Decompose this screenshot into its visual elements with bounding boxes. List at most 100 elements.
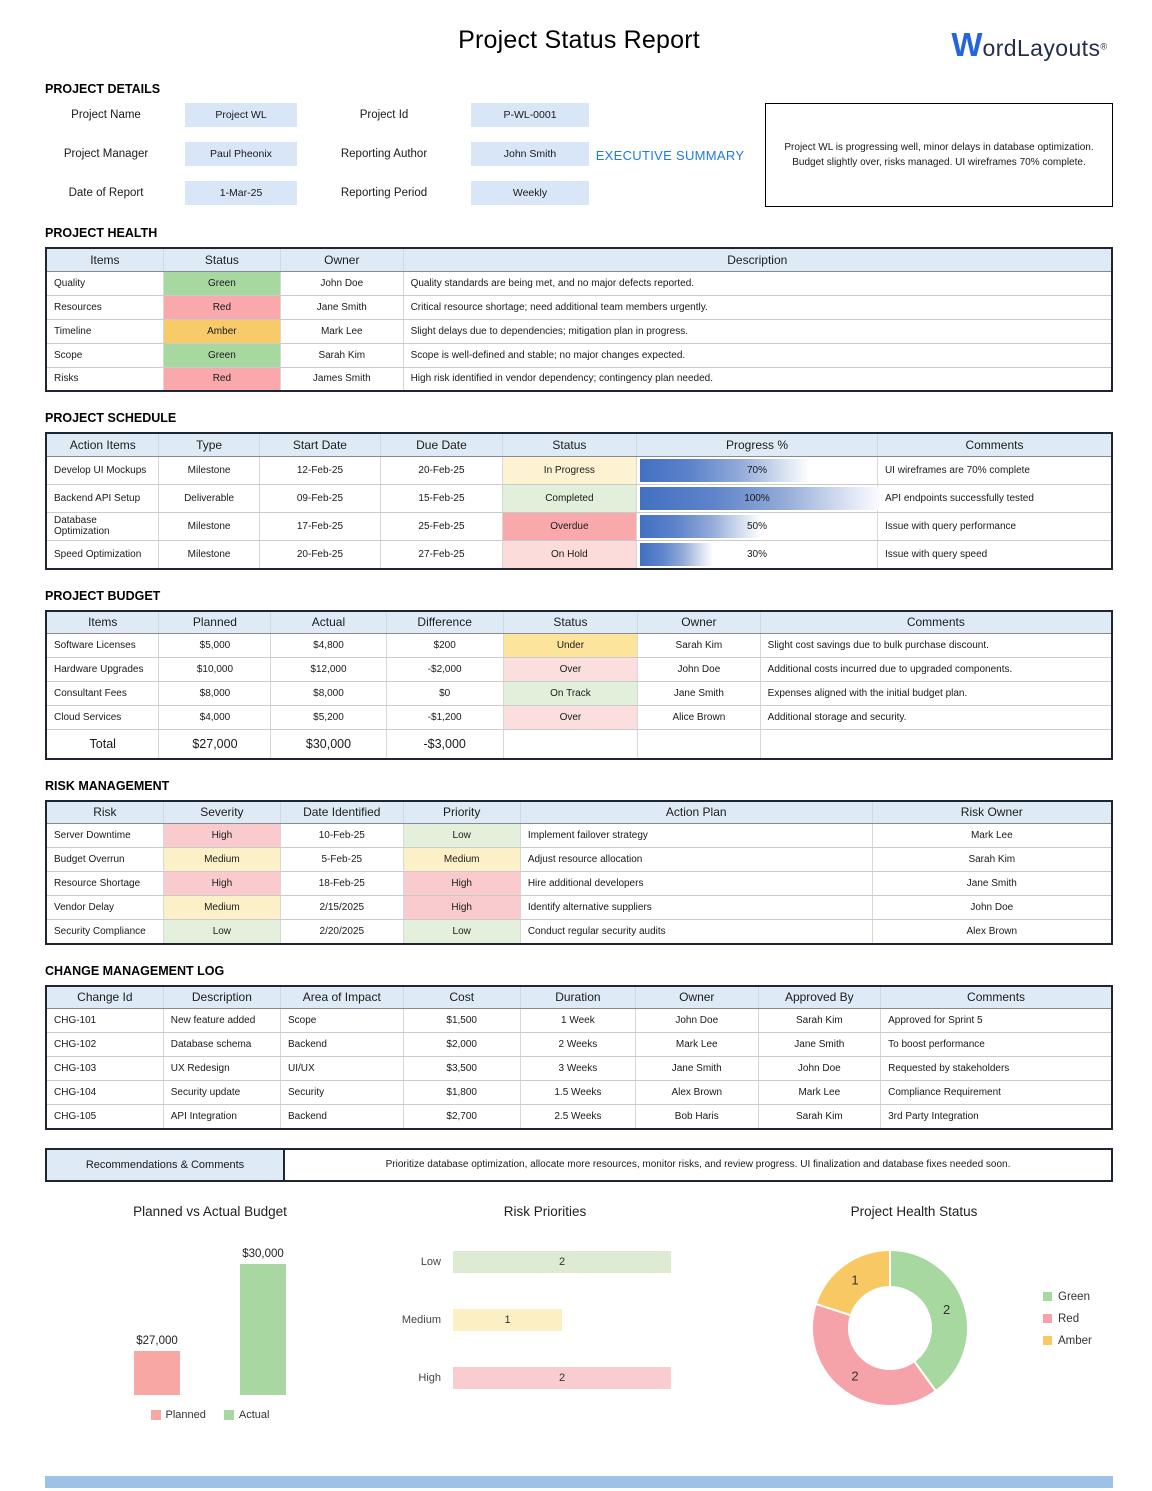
budget-total-cell: Total — [46, 729, 160, 759]
bar-value-label: $27,000 — [136, 1334, 178, 1347]
legend-swatch — [223, 1409, 234, 1420]
risk-date-cell: 5-Feb-25 — [280, 847, 404, 872]
schedule-start-cell: 12-Feb-25 — [259, 456, 382, 485]
risk-date-cell: 10-Feb-25 — [280, 823, 404, 848]
health-description-cell: High risk identified in vendor dependenc… — [410, 373, 714, 385]
bar-value-label: $30,000 — [242, 1247, 284, 1260]
donut-slice-label: 1 — [851, 1272, 858, 1287]
column-header: Comments — [880, 985, 1112, 1009]
header-row: Risk Severity Date Identified Priority A… — [46, 800, 1112, 824]
change-cost-cell: $1,500 — [403, 1008, 521, 1033]
health-status-cell: Red — [163, 367, 282, 391]
legend-swatch — [1043, 1336, 1052, 1345]
legend-item: Actual — [223, 1409, 269, 1421]
risk-chart-plot: Low 2 Medium 1 High 2 — [375, 1225, 715, 1389]
change-approved_by-cell: John Doe — [758, 1056, 882, 1081]
health-item-cell: Resources — [46, 295, 164, 320]
legend-item: Planned — [150, 1409, 206, 1421]
budget-comments-cell: Additional storage and security. — [760, 705, 1112, 730]
legend-swatch — [150, 1409, 161, 1420]
column-header: Items — [46, 610, 160, 634]
column-header: Risk Owner — [872, 800, 1112, 824]
schedule-type-cell: Milestone — [158, 456, 260, 485]
budget-chart-legend: Planned Actual — [45, 1409, 375, 1421]
change-id-cell: CHG-104 — [46, 1080, 164, 1105]
progress-bar — [640, 514, 760, 538]
project-budget-table: Items Planned Actual Difference Status O… — [45, 609, 1113, 760]
schedule-progress-cell: 50% — [636, 512, 878, 541]
health-owner-cell: Jane Smith — [280, 295, 404, 320]
field-value: Weekly — [471, 181, 589, 205]
budget-owner-cell: Sarah Kim — [637, 633, 761, 658]
budget-comments-cell: Additional costs incurred due to upgrade… — [760, 657, 1112, 682]
column-header: Start Date — [259, 433, 382, 457]
change-area-cell: Security — [280, 1080, 404, 1105]
field-label: Project Id — [359, 109, 409, 121]
risk-priorities-chart: Risk Priorities Low 2 Medium 1 High 2 — [375, 1204, 715, 1435]
change-id-cell: CHG-105 — [46, 1104, 164, 1129]
budget-owner-cell: John Doe — [637, 657, 761, 682]
change-cost-cell: $2,700 — [403, 1104, 521, 1129]
budget-total-cell — [503, 729, 639, 759]
column-header: Area of Impact — [280, 985, 404, 1009]
budget-total-row: Total $27,000 $30,000 -$3,000 — [46, 729, 1112, 759]
risk-date-cell: 18-Feb-25 — [280, 871, 404, 896]
legend-item: Green — [1043, 1291, 1092, 1303]
donut-slice-red — [811, 1302, 938, 1407]
schedule-comments-cell: UI wireframes are 70% complete — [877, 456, 1112, 485]
health-description-cell: Slight delays due to dependencies; mitig… — [403, 319, 1112, 344]
health-row: Scope Green Sarah Kim Scope is well-defined… — [46, 343, 1112, 368]
schedule-row: Database Optimization Milestone 17-Feb-25 2… — [46, 512, 1112, 541]
donut-slice-green — [889, 1248, 969, 1393]
budget-planned-cell: $8,000 — [158, 681, 272, 706]
risk-action-cell: Identify alternative suppliers — [520, 895, 873, 920]
change-description-cell: New feature added — [163, 1008, 282, 1033]
budget-bar-actual: $30,000 — [232, 1248, 294, 1395]
schedule-comments-cell: API endpoints successfully tested — [877, 484, 1112, 513]
change-description-cell: UX Redesign — [163, 1056, 282, 1081]
risk-risk-cell: Security Compliance — [46, 919, 164, 944]
budget-row: Software Licenses $5,000 $4,800 $200 Under Sa… — [46, 633, 1112, 658]
legend-item: Red — [1043, 1313, 1092, 1325]
risk-risk-cell: Server Downtime — [46, 823, 164, 848]
field-label: Project Name — [71, 109, 141, 121]
change-cost-cell: $3,500 — [403, 1056, 521, 1081]
project-schedule-table: Action Items Type Start Date Due Date St… — [45, 432, 1113, 570]
budget-total-cell: $30,000 — [270, 729, 387, 759]
change-comments-cell: 3rd Party Integration — [888, 1110, 979, 1122]
change-duration-cell: 2 Weeks — [520, 1032, 636, 1057]
health-status-chart: Project Health Status 2 2 1 Green Red Amber — [715, 1204, 1113, 1435]
column-header: Due Date — [380, 433, 503, 457]
health-item-cell: Quality — [46, 271, 164, 296]
column-header: Items — [46, 248, 164, 272]
project-details-grid: Project Name Project WL Project Id P-WL-… — [45, 103, 589, 205]
change-row: CHG-102 Database schema Backend $2,000 2 Wee… — [46, 1032, 1112, 1057]
risk-chart-title: Risk Priorities — [503, 1203, 587, 1219]
health-row: Quality Green John Doe Quality standards ar… — [46, 271, 1112, 296]
progress-bar — [640, 542, 712, 566]
column-header: Approved By — [758, 985, 882, 1009]
recommendations-label: Recommendations & Comments — [47, 1149, 285, 1180]
schedule-type-cell: Milestone — [158, 512, 260, 541]
document-header: Project Status Report WordLayouts® — [45, 26, 1113, 76]
change-id-cell: CHG-102 — [46, 1032, 164, 1057]
risk-severity-cell: High — [163, 871, 282, 896]
health-row: Timeline Amber Mark Lee Slight delays due t… — [46, 319, 1112, 344]
progress-label: 100% — [744, 492, 770, 504]
change-description-cell: API Integration — [163, 1104, 282, 1129]
donut-slice-label: 2 — [943, 1302, 950, 1317]
budget-actual-cell: $5,200 — [270, 705, 387, 730]
column-header: Difference — [386, 610, 504, 634]
change-row: CHG-103 UX Redesign UI/UX $3,500 3 Weeks Jane… — [46, 1056, 1112, 1081]
budget-status-cell: Under — [503, 633, 639, 658]
change-management-log-table: Change Id Description Area of Impact Cos… — [45, 984, 1113, 1130]
budget-status-cell: On Track — [503, 681, 639, 706]
change-row: CHG-101 New feature added Scope $1,500 1 Wee… — [46, 1008, 1112, 1033]
progress-label: 30% — [746, 548, 767, 560]
column-header: Severity — [163, 800, 282, 824]
budget-bar-planned: $27,000 — [126, 1335, 188, 1395]
budget-comments-cell: Expenses aligned with the initial budget… — [760, 681, 1112, 706]
section-heading-project-health: PROJECT HEALTH — [45, 226, 158, 240]
risk-priority-cell: High — [403, 895, 521, 920]
risk-risk-cell: Budget Overrun — [46, 847, 164, 872]
